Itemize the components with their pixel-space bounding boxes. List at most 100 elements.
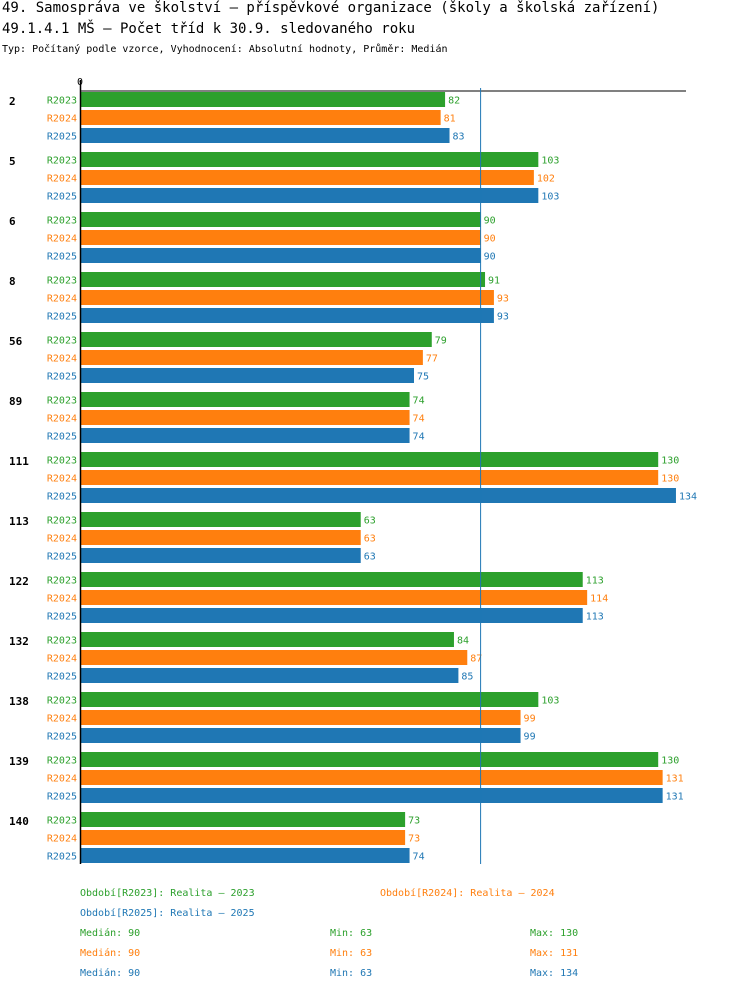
series-label: R2025	[47, 612, 77, 623]
value-label: 134	[679, 492, 697, 503]
bar	[81, 170, 534, 185]
category-label: 89	[9, 395, 22, 408]
bar	[81, 710, 521, 725]
series-label: R2024	[47, 474, 77, 485]
series-label: R2023	[47, 756, 77, 767]
bar	[81, 290, 494, 305]
series-label: R2023	[47, 696, 77, 707]
bar	[81, 410, 410, 425]
series-label: R2025	[47, 732, 77, 743]
bar	[81, 548, 361, 563]
value-label: 93	[497, 312, 509, 323]
value-label: 131	[666, 792, 684, 803]
series-label: R2024	[47, 594, 77, 605]
stat-median-r2025: Medián: 90	[80, 968, 141, 979]
bar	[81, 728, 521, 743]
value-label: 113	[586, 612, 604, 623]
bar	[81, 152, 539, 167]
stat-max-r2024: Max: 131	[530, 948, 579, 959]
stat-max-r2023: Max: 130	[530, 928, 579, 939]
bar-chart: 02R202382R202481R2025835R2023103R2024102…	[9, 77, 697, 864]
bar	[81, 368, 414, 383]
value-label: 130	[661, 756, 679, 767]
value-label: 85	[461, 672, 473, 683]
series-label: R2023	[47, 216, 77, 227]
category-label: 122	[9, 575, 29, 588]
value-label: 74	[413, 414, 425, 425]
bar	[81, 272, 486, 287]
legend-r2023: Období[R2023]: Realita – 2023	[80, 888, 255, 899]
value-label: 90	[484, 234, 496, 245]
series-label: R2023	[47, 396, 77, 407]
bar	[81, 230, 481, 245]
value-label: 99	[524, 732, 536, 743]
bar	[81, 392, 410, 407]
value-label: 113	[586, 576, 604, 587]
series-label: R2023	[47, 576, 77, 587]
series-label: R2023	[47, 96, 77, 107]
bar	[81, 188, 539, 203]
category-label: 140	[9, 815, 29, 828]
category-label: 132	[9, 635, 29, 648]
category-label: 113	[9, 515, 29, 528]
series-label: R2024	[47, 654, 77, 665]
bar	[81, 770, 663, 785]
category-label: 5	[9, 155, 16, 168]
category-label: 6	[9, 215, 16, 228]
value-label: 103	[541, 192, 559, 203]
series-label: R2025	[47, 372, 77, 383]
bar	[81, 332, 432, 347]
series-label: R2024	[47, 534, 77, 545]
value-label: 130	[661, 474, 679, 485]
bar	[81, 470, 659, 485]
value-label: 81	[444, 114, 456, 125]
series-label: R2025	[47, 492, 77, 503]
stat-median-r2023: Medián: 90	[80, 928, 141, 939]
series-label: R2025	[47, 852, 77, 863]
value-label: 74	[413, 852, 425, 863]
series-label: R2024	[47, 114, 77, 125]
series-label: R2025	[47, 132, 77, 143]
category-label: 2	[9, 95, 16, 108]
stat-min-r2023: Min: 63	[330, 928, 373, 939]
legend-r2025: Období[R2025]: Realita – 2025	[80, 908, 255, 919]
category-label: 111	[9, 455, 29, 468]
chart-title: 49. Samospráva ve školství – příspěvkové…	[2, 0, 660, 16]
bar	[81, 110, 441, 125]
value-label: 82	[448, 96, 460, 107]
series-label: R2025	[47, 552, 77, 563]
series-label: R2025	[47, 792, 77, 803]
bar	[81, 92, 446, 107]
series-label: R2023	[47, 276, 77, 287]
bar	[81, 428, 410, 443]
stat-min-r2024: Min: 63	[330, 948, 373, 959]
value-label: 93	[497, 294, 509, 305]
category-label: 139	[9, 755, 29, 768]
series-label: R2024	[47, 294, 77, 305]
value-label: 103	[541, 156, 559, 167]
value-label: 63	[364, 552, 376, 563]
series-label: R2023	[47, 156, 77, 167]
series-label: R2024	[47, 834, 77, 845]
value-label: 99	[524, 714, 536, 725]
value-label: 73	[408, 816, 420, 827]
bar	[81, 752, 659, 767]
series-label: R2024	[47, 774, 77, 785]
legend-r2024: Období[R2024]: Realita – 2024	[380, 888, 555, 899]
value-label: 74	[413, 432, 425, 443]
series-label: R2023	[47, 456, 77, 467]
bar	[81, 530, 361, 545]
value-label: 63	[364, 516, 376, 527]
category-label: 8	[9, 275, 16, 288]
series-label: R2025	[47, 252, 77, 263]
value-label: 87	[470, 654, 482, 665]
stat-min-r2025: Min: 63	[330, 968, 373, 979]
bar	[81, 488, 676, 503]
series-label: R2023	[47, 816, 77, 827]
bar	[81, 692, 539, 707]
value-label: 131	[666, 774, 684, 785]
value-label: 84	[457, 636, 469, 647]
value-label: 90	[484, 252, 496, 263]
bar	[81, 512, 361, 527]
bar	[81, 848, 410, 863]
